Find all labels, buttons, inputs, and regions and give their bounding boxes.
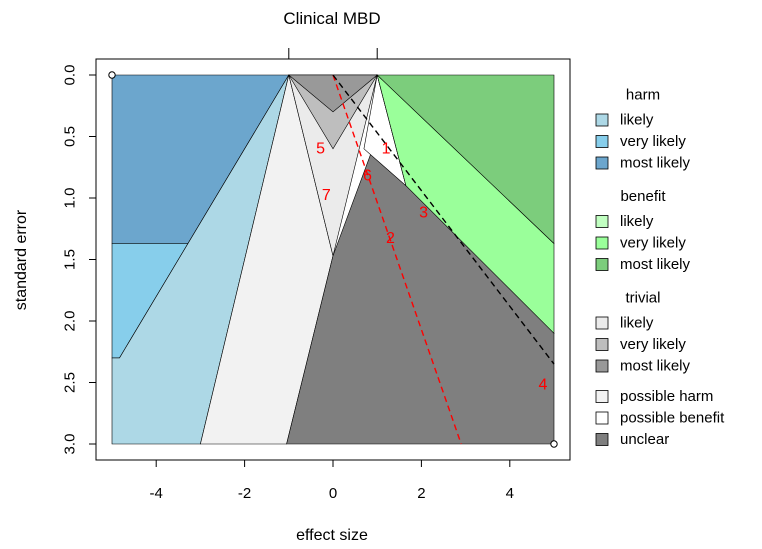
- y-tick-label: 2.5: [62, 372, 79, 393]
- corner-point: [109, 72, 115, 78]
- y-tick-label: 0.0: [62, 65, 79, 86]
- x-tick-label: -4: [150, 485, 163, 502]
- legend-label: very likely: [620, 133, 686, 150]
- legend-swatch: [596, 114, 608, 126]
- chart-title: Clinical MBD: [283, 9, 380, 28]
- y-tick-label: 1.0: [62, 188, 79, 209]
- x-axis-label: effect size: [296, 527, 368, 544]
- legend-label: likely: [620, 112, 654, 129]
- annotation-label: 5: [316, 140, 325, 157]
- legend-label: most likely: [620, 155, 691, 172]
- legend-swatch: [596, 216, 608, 228]
- x-axis: -4 -2 0 2 4: [150, 460, 514, 502]
- y-tick-label: 3.0: [62, 434, 79, 455]
- top-axis: [289, 48, 377, 59]
- legend-label: possible harm: [620, 388, 713, 405]
- legend-swatch: [596, 360, 608, 372]
- legend-swatch: [596, 237, 608, 249]
- y-axis-label: standard error: [13, 209, 30, 310]
- annotation-label: 3: [419, 204, 428, 221]
- legend-group-title: benefit: [620, 188, 666, 205]
- legend-group-title: trivial: [625, 290, 660, 307]
- y-tick-label: 1.5: [62, 249, 79, 270]
- legend-swatch: [596, 434, 608, 446]
- legend-label: very likely: [620, 336, 686, 353]
- legend-swatch: [596, 136, 608, 148]
- annotation-label: 4: [538, 376, 547, 393]
- legend-label: unclear: [620, 431, 669, 448]
- legend-group-title: harm: [626, 87, 660, 104]
- legend-label: likely: [620, 213, 654, 230]
- legend-label: most likely: [620, 358, 691, 375]
- corner-point: [551, 441, 557, 447]
- annotation-label: 7: [322, 187, 331, 204]
- plot-regions: [112, 75, 554, 444]
- annotation-label: 2: [386, 230, 395, 247]
- legend-label: most likely: [620, 256, 691, 273]
- legend-swatch: [596, 391, 608, 403]
- legend-swatch: [596, 157, 608, 169]
- legend: harm likely very likely most likely benefit l…: [596, 87, 725, 449]
- x-tick-label: 0: [329, 485, 337, 502]
- legend-swatch: [596, 412, 608, 424]
- x-tick-label: -2: [238, 485, 251, 502]
- legend-label: very likely: [620, 235, 686, 252]
- legend-swatch: [596, 339, 608, 351]
- x-tick-label: 4: [506, 485, 514, 502]
- y-axis: 0.0 0.5 1.0 1.5 2.0 2.5 3.0: [62, 65, 97, 455]
- legend-label: likely: [620, 315, 654, 332]
- y-tick-label: 0.5: [62, 126, 79, 147]
- legend-label: possible benefit: [620, 410, 725, 427]
- legend-swatch: [596, 317, 608, 329]
- annotation-label: 6: [363, 167, 372, 184]
- y-tick-label: 2.0: [62, 311, 79, 332]
- x-tick-label: 2: [417, 485, 425, 502]
- annotation-label: 1: [382, 140, 391, 157]
- legend-swatch: [596, 259, 608, 271]
